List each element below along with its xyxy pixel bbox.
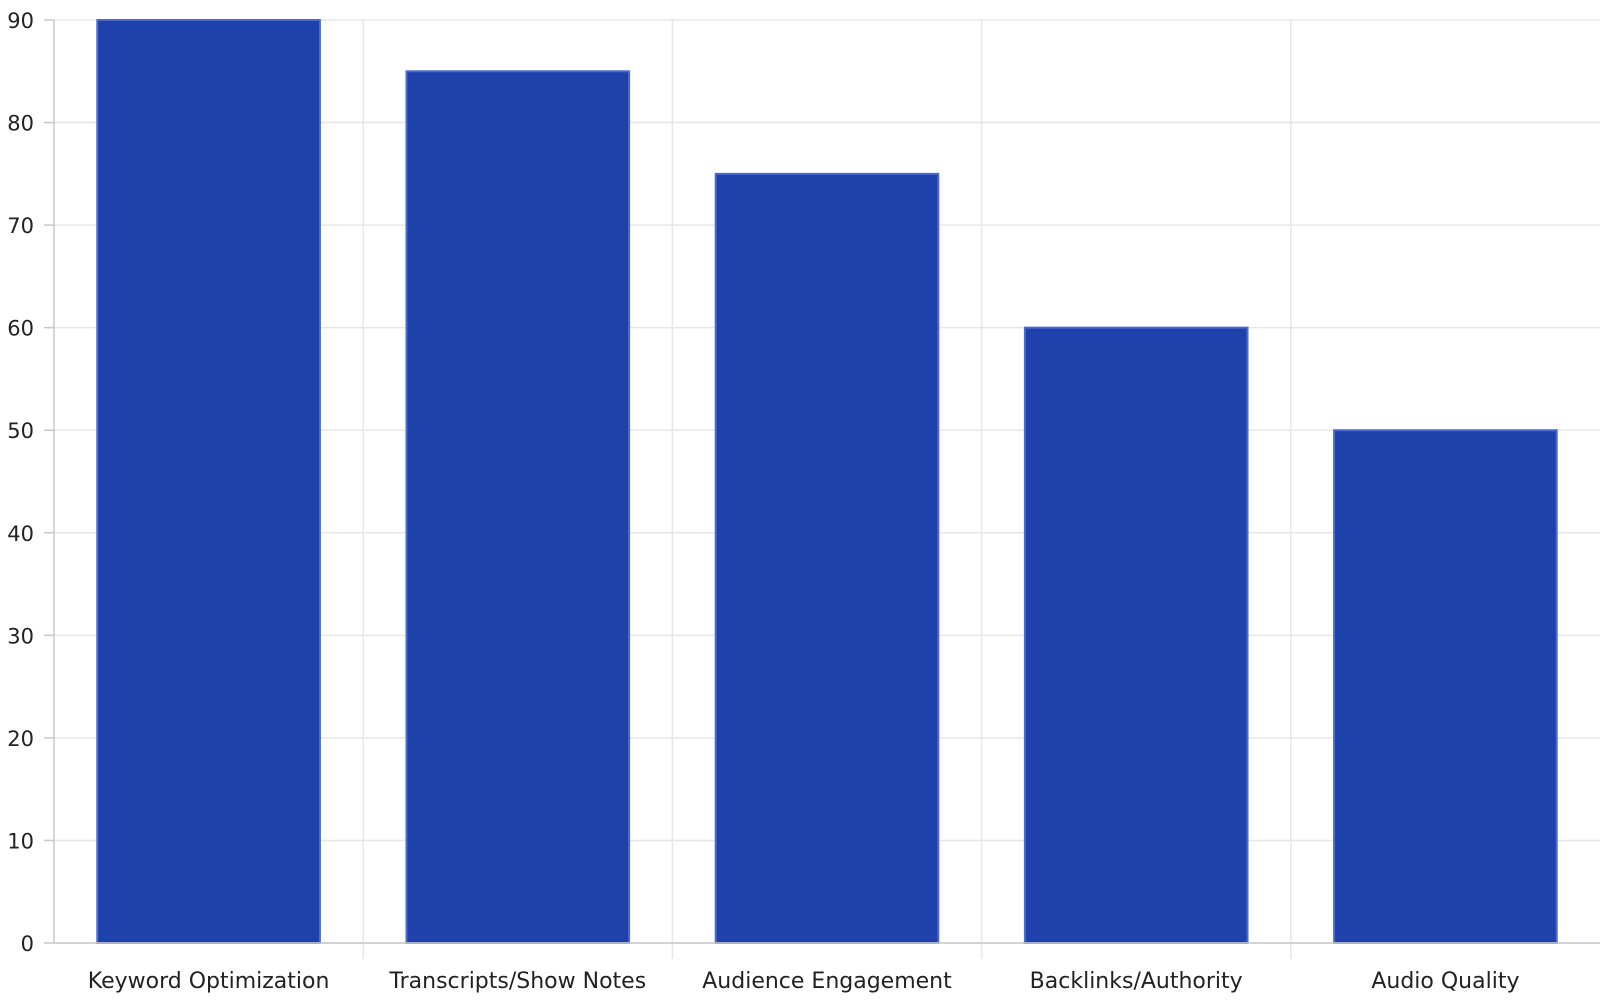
y-tick-label: 80 bbox=[7, 112, 34, 136]
x-category-label: Audience Engagement bbox=[702, 969, 952, 994]
y-tick-label: 90 bbox=[7, 9, 34, 33]
bar bbox=[1333, 429, 1558, 944]
bar bbox=[405, 70, 631, 945]
bars bbox=[96, 19, 1558, 945]
x-category-label: Audio Quality bbox=[1371, 969, 1519, 994]
bar bbox=[714, 172, 940, 945]
y-tick-label: 40 bbox=[7, 522, 34, 546]
y-tick-label: 30 bbox=[7, 624, 34, 648]
y-tick-labels: 0 10 20 30 40 50 60 70 80 90 bbox=[7, 9, 34, 956]
bar bbox=[1023, 326, 1249, 944]
y-tick-label: 70 bbox=[7, 214, 34, 238]
x-category-label: Keyword Optimization bbox=[88, 969, 330, 994]
x-category-label: Backlinks/Authority bbox=[1030, 969, 1243, 994]
y-tick-label: 0 bbox=[21, 932, 34, 956]
y-tick-label: 60 bbox=[7, 317, 34, 341]
x-category-labels: Keyword Optimization Transcripts/Show Not… bbox=[88, 969, 1520, 994]
x-category-label: Transcripts/Show Notes bbox=[388, 969, 646, 994]
y-tick-label: 10 bbox=[7, 829, 34, 853]
y-tick-label: 20 bbox=[7, 727, 34, 751]
y-tick-label: 50 bbox=[7, 419, 34, 443]
axes bbox=[44, 19, 1600, 944]
bar bbox=[96, 19, 321, 944]
